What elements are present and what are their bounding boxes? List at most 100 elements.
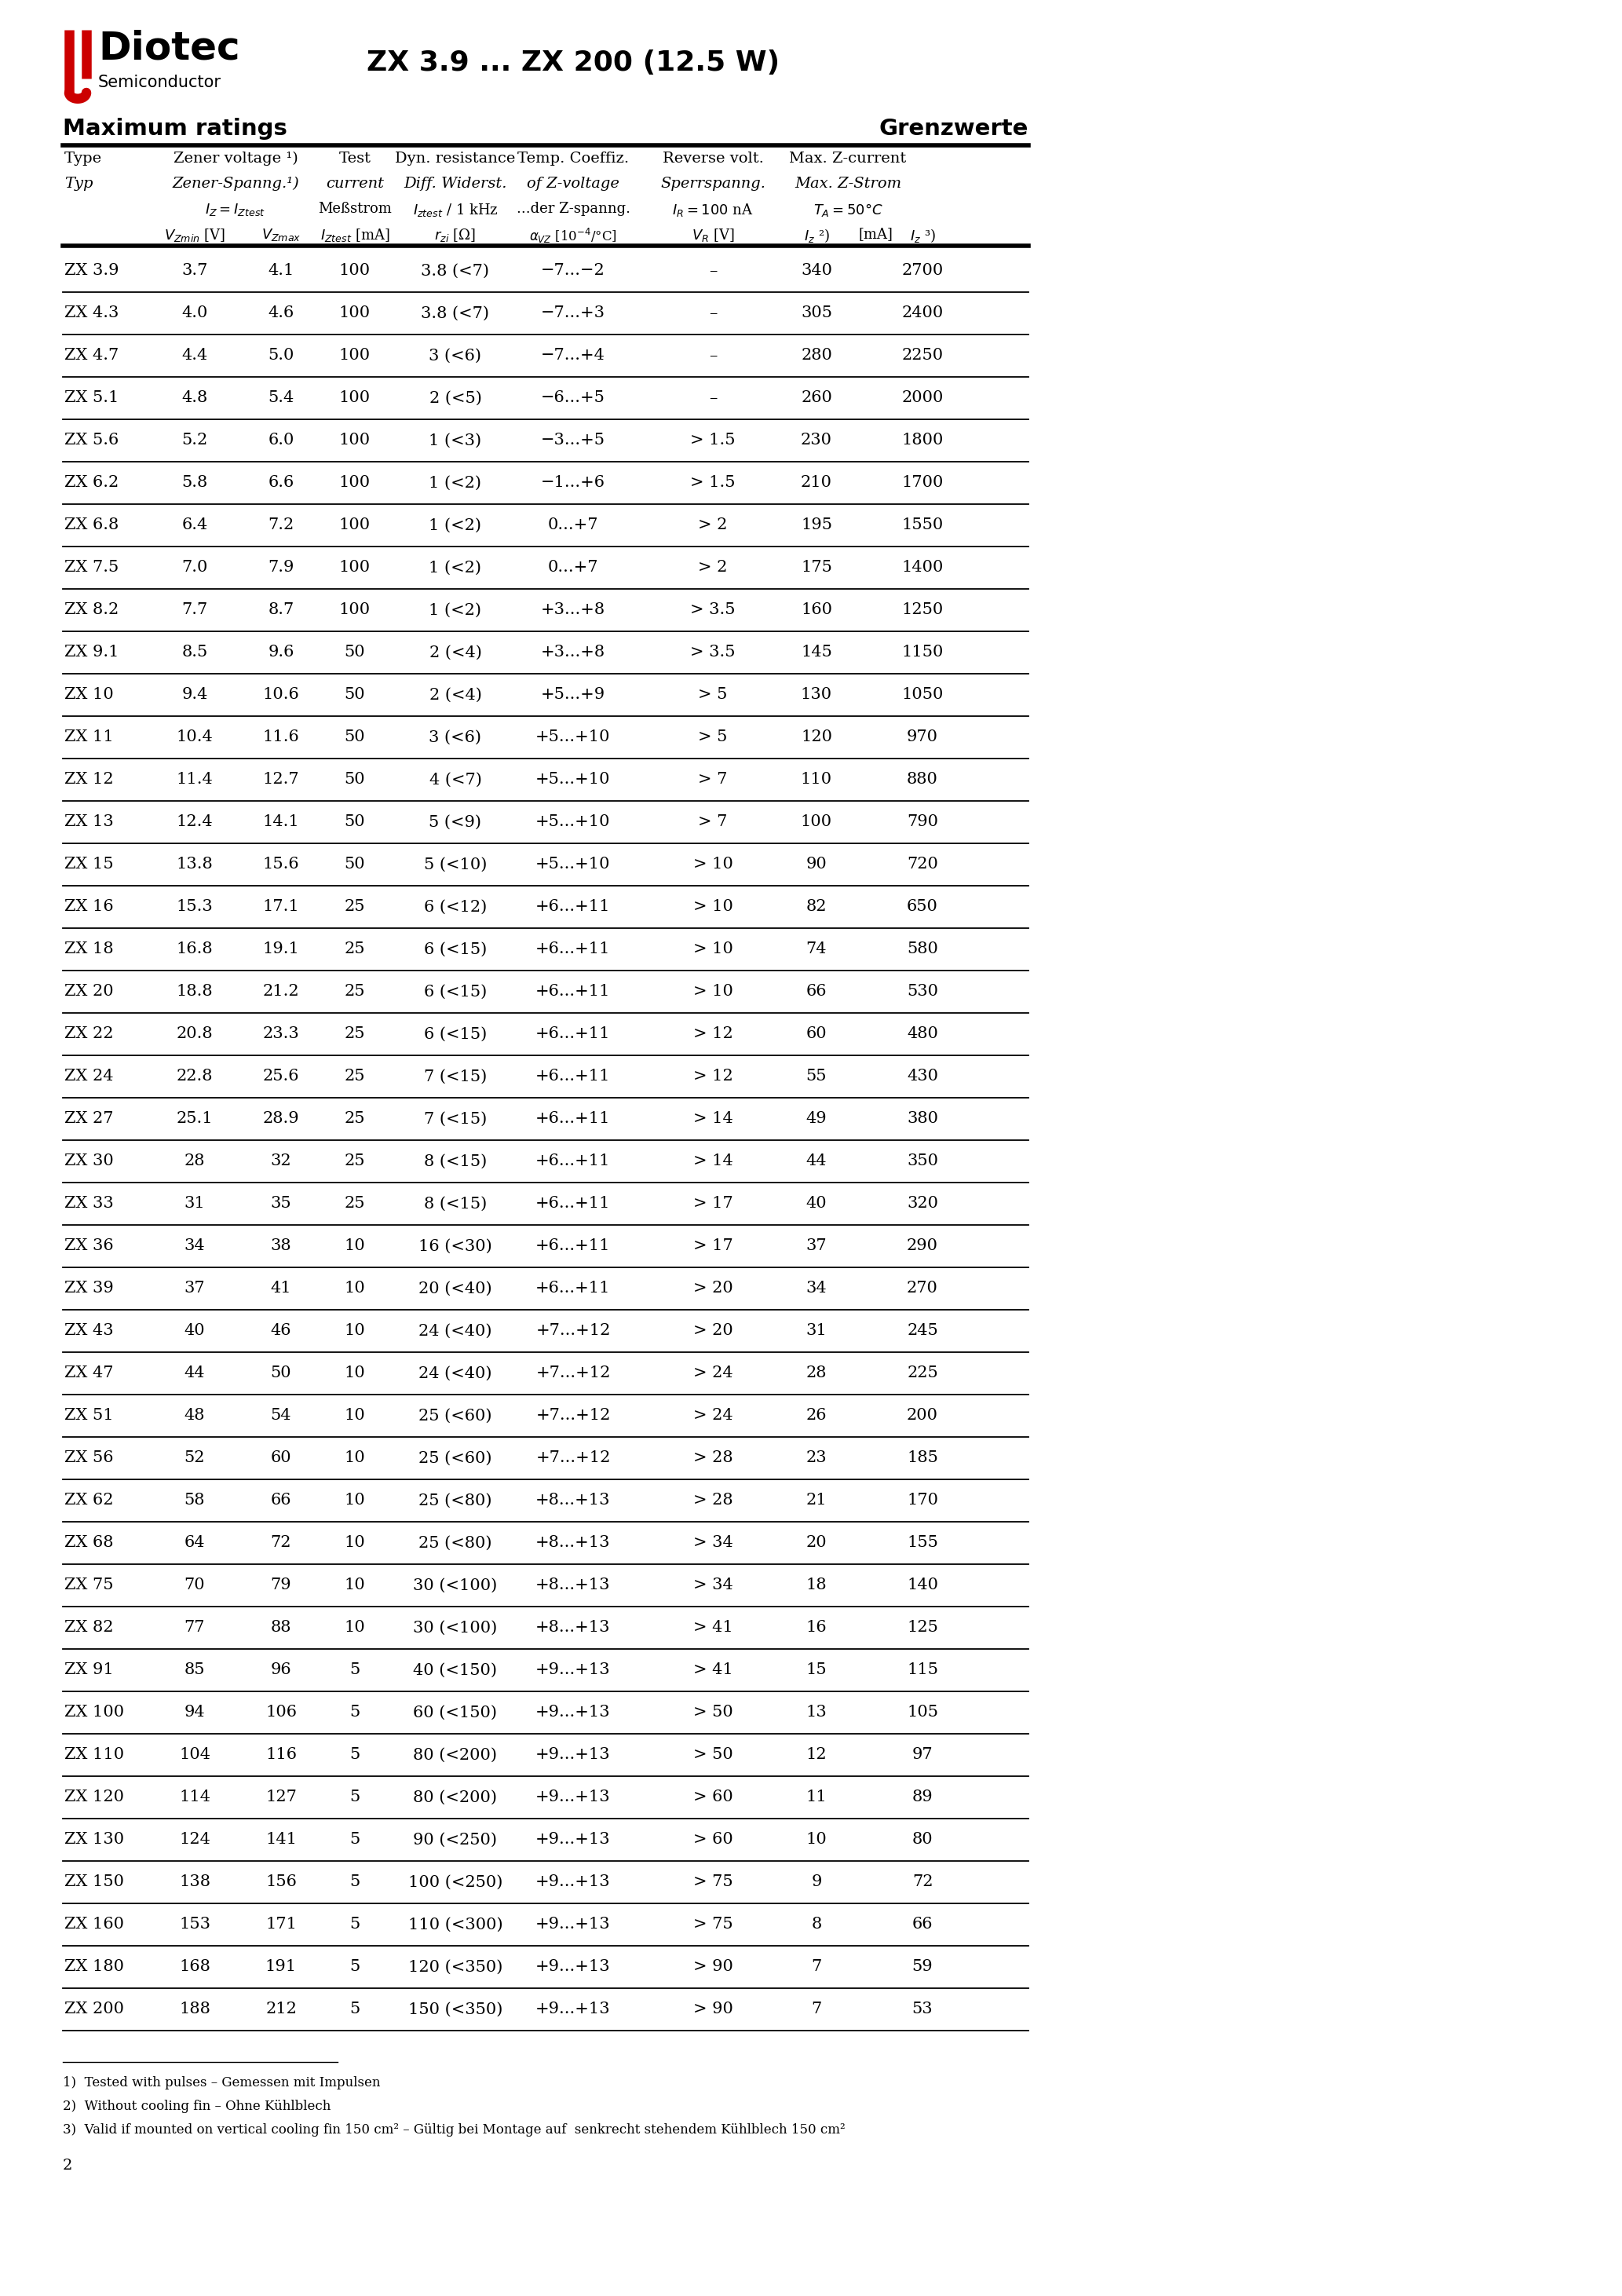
Text: 1700: 1700 (902, 475, 944, 491)
Text: +8...+13: +8...+13 (535, 1577, 610, 1593)
Text: 21: 21 (806, 1492, 827, 1508)
Text: 153: 153 (178, 1917, 211, 1931)
Text: 340: 340 (801, 264, 832, 278)
Text: 10: 10 (344, 1322, 365, 1339)
Text: Typ: Typ (65, 177, 92, 191)
Text: 16.8: 16.8 (177, 941, 212, 957)
Text: ZX 3.9 ... ZX 200 (12.5 W): ZX 3.9 ... ZX 200 (12.5 W) (367, 51, 780, 76)
Text: 145: 145 (801, 645, 832, 659)
Text: 23.3: 23.3 (263, 1026, 300, 1042)
Text: 66: 66 (912, 1917, 933, 1931)
Text: 4.6: 4.6 (268, 305, 294, 321)
Text: 156: 156 (266, 1876, 297, 1890)
Text: 25.6: 25.6 (263, 1070, 300, 1084)
Text: ZX 110: ZX 110 (65, 1747, 125, 1763)
Text: 6 (<15): 6 (<15) (423, 985, 487, 999)
Text: 37: 37 (806, 1240, 827, 1254)
Text: 10: 10 (344, 1240, 365, 1254)
Text: 1 (<2): 1 (<2) (430, 560, 482, 576)
Text: +8...+13: +8...+13 (535, 1536, 610, 1550)
Text: > 50: > 50 (693, 1747, 733, 1763)
Text: Test: Test (339, 152, 371, 165)
Text: 5: 5 (350, 1706, 360, 1720)
Text: 25: 25 (344, 1026, 365, 1042)
Text: –: – (709, 305, 717, 321)
Text: ZX 75: ZX 75 (65, 1577, 114, 1593)
Text: 3 (<6): 3 (<6) (430, 730, 482, 744)
Text: 31: 31 (185, 1196, 206, 1212)
Text: > 3.5: > 3.5 (691, 645, 735, 659)
Text: +9...+13: +9...+13 (535, 1791, 610, 1805)
Text: +7...+12: +7...+12 (535, 1322, 610, 1339)
Text: 106: 106 (266, 1706, 297, 1720)
Text: 46: 46 (271, 1322, 292, 1339)
Text: > 14: > 14 (693, 1155, 733, 1169)
Text: 23: 23 (806, 1451, 827, 1465)
Text: $r_{zi}$ [Ω]: $r_{zi}$ [Ω] (435, 227, 477, 243)
Text: > 41: > 41 (693, 1662, 733, 1678)
Text: 8.7: 8.7 (268, 602, 294, 618)
Text: $I_z$ ³): $I_z$ ³) (910, 227, 936, 243)
Text: 0...+7: 0...+7 (548, 560, 599, 576)
Text: 7.2: 7.2 (268, 519, 294, 533)
Text: > 7: > 7 (697, 771, 728, 788)
Text: 5: 5 (350, 1876, 360, 1890)
Text: 10: 10 (344, 1451, 365, 1465)
Text: +3...+8: +3...+8 (540, 602, 605, 618)
Text: 6 (<15): 6 (<15) (423, 1026, 487, 1042)
Text: > 60: > 60 (693, 1791, 733, 1805)
Text: > 1.5: > 1.5 (691, 434, 735, 448)
Text: +6...+11: +6...+11 (535, 1155, 610, 1169)
Text: 3 (<6): 3 (<6) (430, 349, 482, 363)
Text: 6.0: 6.0 (268, 434, 294, 448)
Text: > 24: > 24 (693, 1407, 733, 1424)
Text: ZX 18: ZX 18 (65, 941, 114, 957)
Text: 3)  Valid if mounted on vertical cooling fin 150 cm² – Gültig bei Montage auf  s: 3) Valid if mounted on vertical cooling … (63, 2124, 845, 2138)
Text: +9...+13: +9...+13 (535, 2002, 610, 2016)
Text: 19.1: 19.1 (263, 941, 300, 957)
Text: 8: 8 (811, 1917, 822, 1931)
Text: 125: 125 (907, 1621, 938, 1635)
Text: 6 (<15): 6 (<15) (423, 941, 487, 957)
Text: > 2: > 2 (697, 560, 728, 576)
Text: –: – (709, 390, 717, 406)
Text: 50: 50 (344, 856, 365, 872)
Text: Max. Z-current: Max. Z-current (790, 152, 907, 165)
Text: ZX 39: ZX 39 (65, 1281, 114, 1295)
Text: 48: 48 (185, 1407, 204, 1424)
Text: > 34: > 34 (693, 1536, 733, 1550)
Text: > 14: > 14 (693, 1111, 733, 1127)
Text: > 10: > 10 (693, 941, 733, 957)
Text: 28: 28 (185, 1155, 204, 1169)
Text: > 90: > 90 (693, 2002, 733, 2016)
Text: 1 (<3): 1 (<3) (428, 434, 482, 448)
Text: 31: 31 (806, 1322, 827, 1339)
Text: > 3.5: > 3.5 (691, 602, 735, 618)
Text: 290: 290 (907, 1240, 938, 1254)
Text: 3.7: 3.7 (182, 264, 208, 278)
Text: 40 (<150): 40 (<150) (414, 1662, 498, 1678)
Text: ZX 10: ZX 10 (65, 687, 114, 703)
Text: 44: 44 (185, 1366, 204, 1380)
Text: 9.4: 9.4 (182, 687, 208, 703)
Text: −6...+5: −6...+5 (542, 390, 605, 406)
Text: 130: 130 (801, 687, 832, 703)
Text: +7...+12: +7...+12 (535, 1451, 610, 1465)
Text: 22.8: 22.8 (177, 1070, 212, 1084)
Text: 28.9: 28.9 (263, 1111, 300, 1127)
Text: 11: 11 (806, 1791, 827, 1805)
Text: 25: 25 (344, 1111, 365, 1127)
Text: ZX 180: ZX 180 (65, 1958, 123, 1975)
Text: 790: 790 (907, 815, 938, 829)
Text: ZX 82: ZX 82 (65, 1621, 114, 1635)
Text: ZX 6.8: ZX 6.8 (65, 519, 118, 533)
Text: > 5: > 5 (697, 730, 728, 744)
Text: 115: 115 (907, 1662, 938, 1678)
Text: 5 (<10): 5 (<10) (423, 856, 487, 872)
Text: –: – (709, 349, 717, 363)
Text: 35: 35 (271, 1196, 292, 1212)
Text: +6...+11: +6...+11 (535, 1196, 610, 1212)
Text: > 34: > 34 (693, 1577, 733, 1593)
Text: 14.1: 14.1 (263, 815, 300, 829)
Text: 11.4: 11.4 (177, 771, 212, 788)
